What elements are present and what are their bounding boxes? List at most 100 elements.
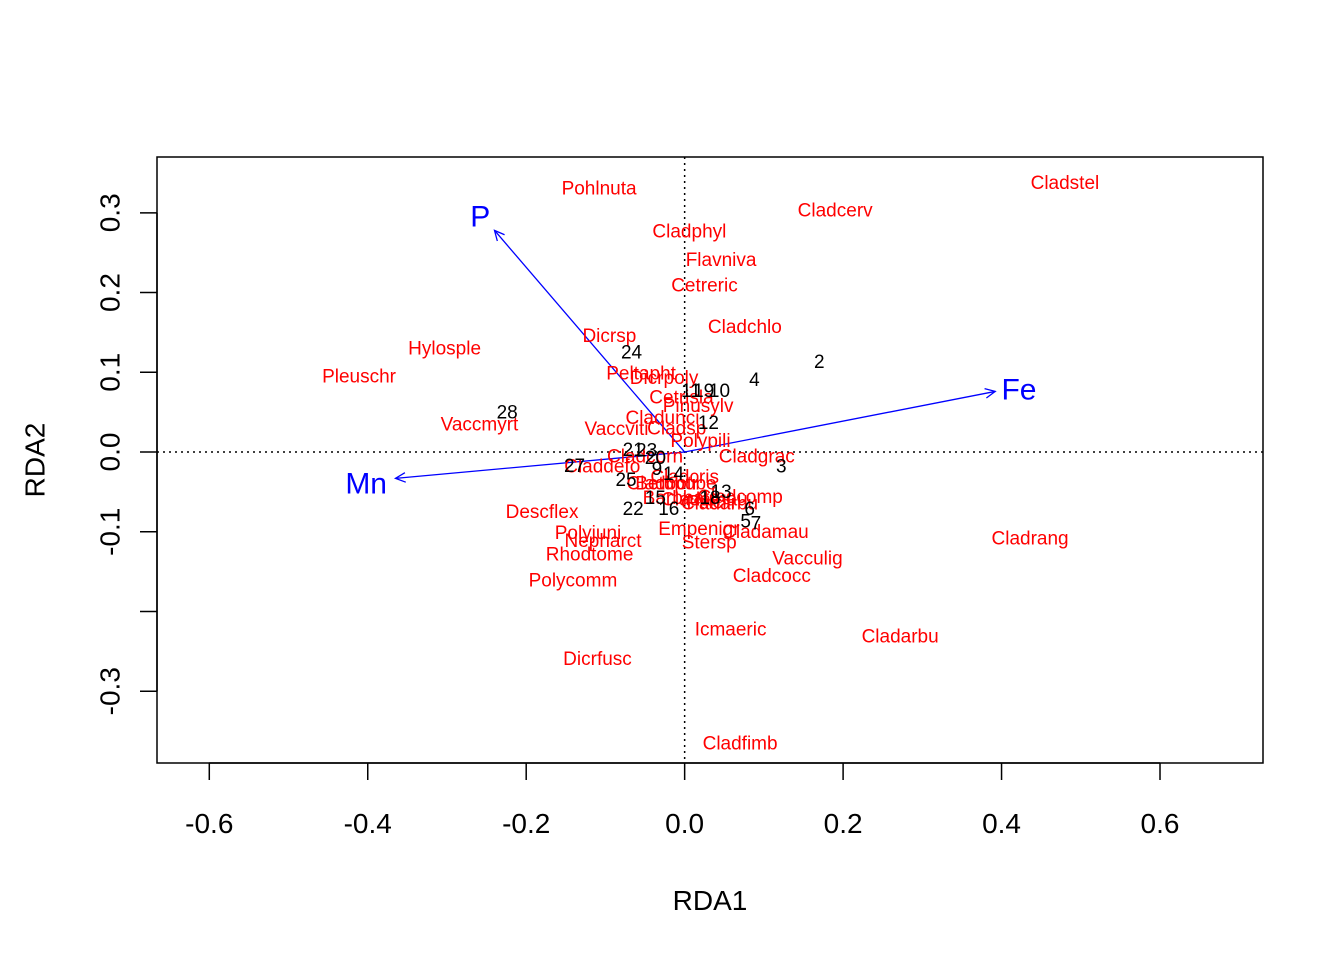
species-label: Cladcerv — [798, 201, 873, 222]
species-label: Cladchlo — [708, 317, 782, 338]
species-label: Cladamau — [722, 522, 809, 543]
species-label: Polyjuni — [555, 523, 622, 544]
site-label: 9 — [652, 459, 663, 480]
biplot-arrow-p — [494, 229, 686, 453]
x-tick-label: 0.4 — [982, 808, 1021, 839]
x-tick-label: -0.6 — [185, 808, 233, 839]
species-label: Cladarbu — [681, 493, 758, 514]
site-label: 4 — [749, 370, 760, 391]
site-label: 6 — [744, 499, 755, 520]
site-label: 22 — [623, 499, 644, 520]
x-tick-label: 0.2 — [824, 808, 863, 839]
species-label: Barbhatc — [643, 488, 719, 509]
site-label: 12 — [698, 413, 719, 434]
species-label: Dicrpoly — [630, 368, 699, 389]
site-label: 14 — [663, 464, 685, 485]
x-tick-label: -0.2 — [502, 808, 550, 839]
species-label: Pohlnuta — [562, 178, 637, 199]
species-label: Cladcris — [650, 467, 719, 488]
species-label: Cladbotr — [627, 473, 699, 494]
biplot-arrow-fe — [684, 390, 996, 453]
site-label: 18 — [699, 488, 720, 509]
species-label: Dicrsp — [582, 326, 636, 347]
species-label: Cladgrac — [719, 446, 795, 467]
species-label: Cladphyl — [652, 221, 726, 242]
species-label: Vacculig — [772, 548, 842, 569]
species-label: Hylosple — [408, 339, 481, 360]
y-axis-title: RDA2 — [20, 423, 51, 498]
x-axis: -0.6 -0.4 -0.2 0.0 0.2 0.4 0.6 — [185, 762, 1180, 839]
species-label: Cladrang — [992, 528, 1069, 549]
site-label: 3 — [776, 457, 787, 478]
y-tick-label: -0.3 — [95, 667, 126, 715]
species-label: Polypili — [670, 431, 730, 452]
species-label: Cetreric — [671, 276, 738, 297]
x-tick-label: 0.6 — [1141, 808, 1180, 839]
y-axis: -0.3 -0.1 0.0 0.1 0.2 0.3 — [95, 193, 158, 715]
site-label: 7 — [751, 513, 762, 534]
biplot-arrows: P Fe Mn — [345, 200, 1036, 500]
species-label: Cetrisla — [649, 387, 714, 408]
biplot-arrowhead-fe — [984, 388, 997, 399]
site-label: 15 — [645, 488, 666, 509]
y-tick-label: 0.3 — [95, 193, 126, 232]
biplot-arrow-mn — [395, 451, 685, 479]
site-label: 13 — [711, 482, 732, 503]
x-tick-label: 0.0 — [665, 808, 704, 839]
y-tick-label: -0.1 — [95, 508, 126, 556]
y-tick-label: 0.1 — [95, 353, 126, 392]
species-label: Dicrfusc — [563, 649, 632, 670]
species-label: Pleuschr — [322, 367, 397, 388]
site-label: 28 — [497, 402, 518, 423]
species-label: Cladarbu — [862, 627, 939, 648]
species-label: Stersp — [682, 532, 737, 553]
site-label: 2 — [814, 352, 825, 373]
site-label: 21 — [623, 440, 644, 461]
species-label: Rhodtome — [546, 544, 634, 565]
x-tick-label: -0.4 — [344, 808, 392, 839]
site-label: 16 — [658, 499, 679, 520]
biplot-label-fe: Fe — [1001, 373, 1036, 406]
species-label: Peltapht — [606, 363, 676, 384]
site-label: 20 — [645, 448, 666, 469]
biplot-label-p: P — [470, 200, 490, 233]
species-labels: Pohlnuta Cladstel Cladcerv Cladphyl Flavniva… — [322, 173, 1099, 755]
biplot-arrowhead-mn — [393, 472, 407, 483]
site-label: 24 — [621, 343, 643, 364]
site-label: 23 — [636, 441, 657, 462]
species-label: Polycomm — [529, 571, 618, 592]
species-label: Flavniva — [686, 250, 757, 271]
species-label: Cladcomp — [697, 487, 783, 508]
species-label: Betupube — [635, 473, 716, 494]
site-label: 5 — [740, 512, 751, 533]
species-label: Icmaeric — [695, 619, 767, 640]
species-label: Ptilcili — [687, 493, 736, 514]
site-label: 19 — [693, 381, 714, 402]
y-tick-label: 0.0 — [95, 433, 126, 472]
x-axis-title: RDA1 — [673, 885, 748, 916]
species-label: Cladcocc — [733, 566, 811, 587]
species-label: Descflex — [506, 502, 579, 523]
site-label: 27 — [564, 456, 585, 477]
species-label: Empenigr — [658, 519, 740, 540]
site-label: 11 — [681, 381, 701, 402]
biplot-label-mn: Mn — [345, 467, 387, 500]
site-label: 25 — [615, 470, 636, 491]
species-label: Cladcorn — [607, 446, 683, 467]
reference-lines — [157, 157, 1263, 763]
species-label: Cladsp — [647, 418, 706, 439]
species-label: Cladamau — [661, 489, 748, 510]
site-label: 10 — [709, 381, 730, 402]
species-label: Nepharct — [564, 531, 642, 552]
species-label: Claddefo — [564, 457, 640, 478]
species-label: Vaccmyrt — [441, 414, 519, 435]
biplot-arrowhead-p — [493, 229, 505, 242]
species-label: Vaccviti — [584, 419, 648, 440]
species-label: Pinusylv — [663, 396, 734, 417]
species-label: Cladstel — [1031, 173, 1100, 194]
species-label: Cladfimb — [703, 733, 778, 754]
y-tick-label: 0.2 — [95, 273, 126, 312]
